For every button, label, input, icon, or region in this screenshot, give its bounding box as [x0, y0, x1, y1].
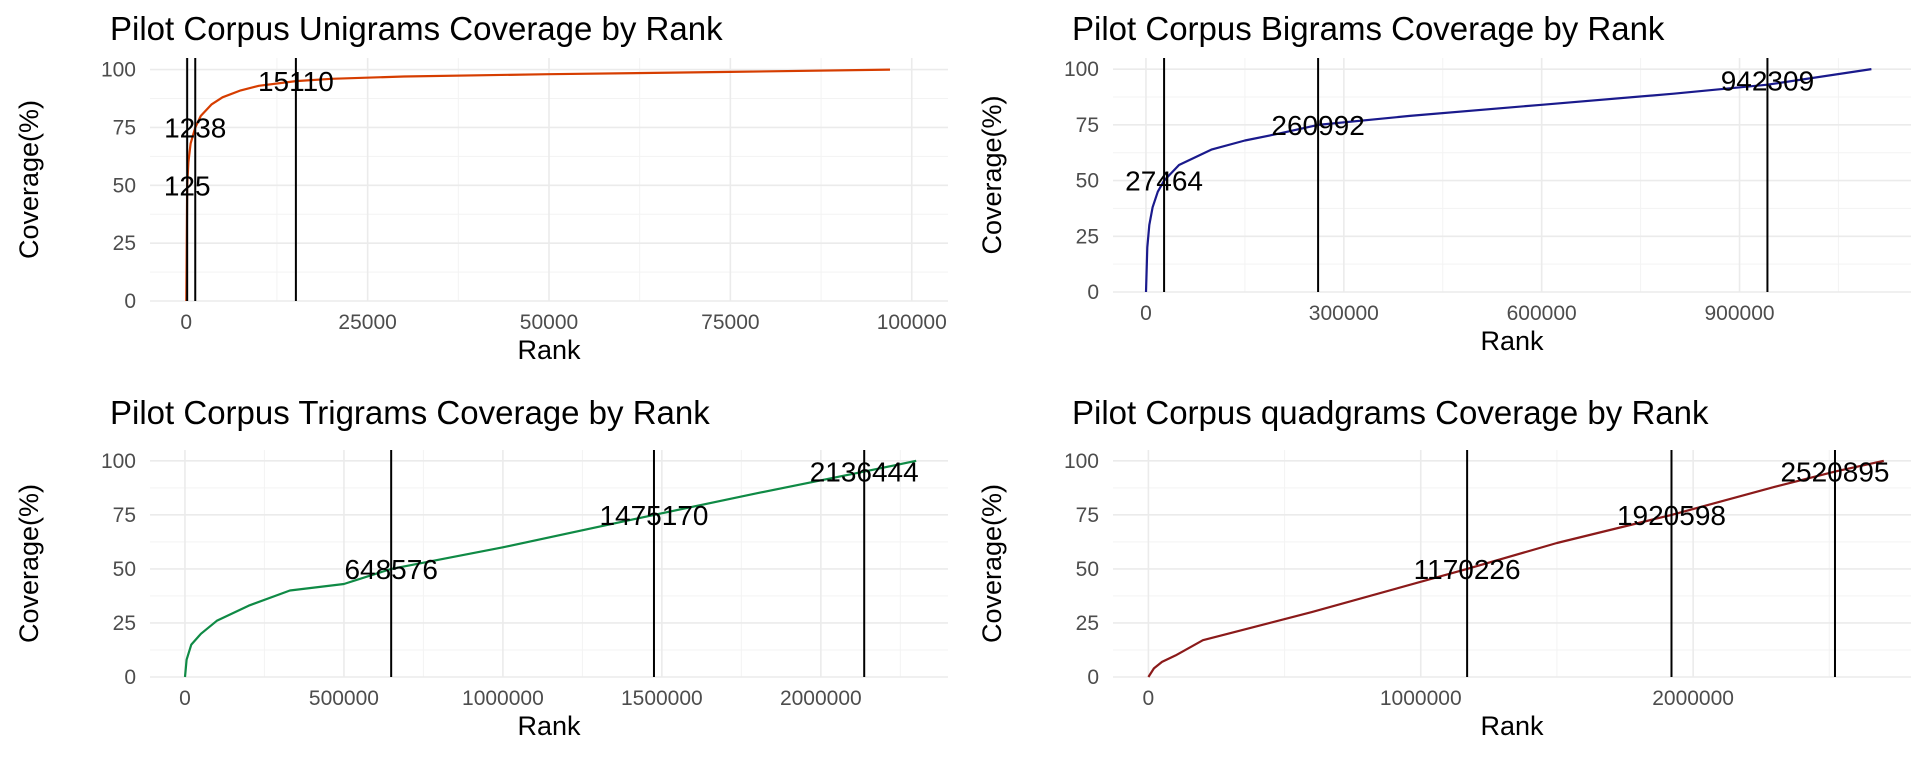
x-tick-label: 100000	[877, 311, 947, 334]
x-tick-label: 900000	[1704, 302, 1774, 325]
x-axis-title: Rank	[1480, 326, 1544, 356]
x-tick-label: 0	[180, 311, 192, 334]
y-tick-label: 75	[1076, 114, 1099, 137]
x-axis-title: Rank	[517, 335, 581, 365]
x-axis-title: Rank	[1480, 711, 1544, 741]
y-tick-label: 75	[1076, 504, 1099, 527]
coverage-line	[183, 459, 917, 678]
rank-marker-label: 1475170	[599, 500, 708, 531]
y-axis-title: Coverage(%)	[977, 484, 1007, 643]
y-tick-label: 0	[1087, 666, 1099, 689]
y-tick-label: 50	[113, 174, 136, 197]
panel-title: Pilot Corpus Trigrams Coverage by Rank	[110, 394, 710, 431]
y-tick-label: 25	[1076, 225, 1099, 248]
x-tick-label: 2000000	[780, 687, 862, 710]
rank-marker-label: 1238	[164, 112, 226, 143]
rank-marker-label: 27464	[1125, 166, 1203, 197]
y-tick-label: 75	[113, 504, 136, 527]
y-tick-label: 50	[1076, 170, 1099, 193]
y-tick-label: 50	[113, 558, 136, 581]
x-tick-label: 0	[1140, 302, 1152, 325]
y-tick-label: 25	[113, 232, 136, 255]
y-tick-label: 100	[101, 59, 136, 82]
x-tick-label: 600000	[1507, 302, 1577, 325]
y-tick-label: 25	[113, 612, 136, 635]
x-tick-label: 50000	[520, 311, 578, 334]
panel-title: Pilot Corpus quadgrams Coverage by Rank	[1072, 394, 1709, 431]
x-tick-label: 25000	[338, 311, 396, 334]
coverage-line	[185, 68, 891, 302]
coverage-line	[1147, 459, 1885, 678]
x-tick-label: 2000000	[1652, 687, 1734, 710]
rank-marker-label: 260992	[1271, 110, 1364, 141]
rank-marker-label: 1920598	[1617, 500, 1726, 531]
panel-title: Pilot Corpus Bigrams Coverage by Rank	[1072, 10, 1665, 47]
y-tick-label: 100	[1064, 450, 1099, 473]
x-axis-title: Rank	[517, 711, 581, 741]
y-axis-title: Coverage(%)	[977, 95, 1007, 254]
chart-panel-3: 648576 1475170 2136444 0 25 50 75 100 0 500000 100…	[14, 394, 948, 741]
x-tick-label: 0	[1143, 687, 1155, 710]
rank-marker-label: 2520895	[1780, 457, 1889, 488]
y-tick-label: 50	[1076, 558, 1099, 581]
x-tick-label: 1000000	[1380, 687, 1462, 710]
x-tick-label: 1000000	[462, 687, 544, 710]
x-tick-label: 0	[179, 687, 191, 710]
x-tick-label: 75000	[701, 311, 759, 334]
chart-panel-4: 1170226 1920598 2520895 0 25 50 75 100 0 1000000 2…	[977, 394, 1911, 741]
y-axis-title: Coverage(%)	[14, 100, 44, 259]
rank-marker-label: 648576	[344, 554, 437, 585]
coverage-line	[1144, 68, 1872, 293]
x-tick-label: 500000	[309, 687, 379, 710]
chart-panel-1: 125 1238 15110 0 25 50 75 100 0 25000 50000 75000 10…	[14, 10, 948, 365]
rank-marker-label: 125	[164, 170, 211, 201]
y-tick-label: 100	[101, 450, 136, 473]
y-axis-title: Coverage(%)	[14, 484, 44, 643]
chart-panel-2: 27464 260992 942309 0 25 50 75 100 0 300000 600000…	[977, 10, 1911, 356]
x-tick-label: 1500000	[621, 687, 703, 710]
x-tick-label: 300000	[1309, 302, 1379, 325]
y-tick-label: 100	[1064, 58, 1099, 81]
y-tick-label: 0	[124, 290, 136, 313]
y-tick-label: 25	[1076, 612, 1099, 635]
rank-marker-label: 1170226	[1414, 554, 1521, 585]
rank-marker-label: 15110	[258, 66, 334, 97]
panel-title: Pilot Corpus Unigrams Coverage by Rank	[110, 10, 723, 47]
rank-marker-label: 2136444	[810, 457, 919, 488]
y-tick-label: 75	[113, 116, 136, 139]
y-tick-label: 0	[1087, 281, 1099, 304]
y-tick-label: 0	[124, 666, 136, 689]
rank-marker-label: 942309	[1721, 65, 1814, 96]
